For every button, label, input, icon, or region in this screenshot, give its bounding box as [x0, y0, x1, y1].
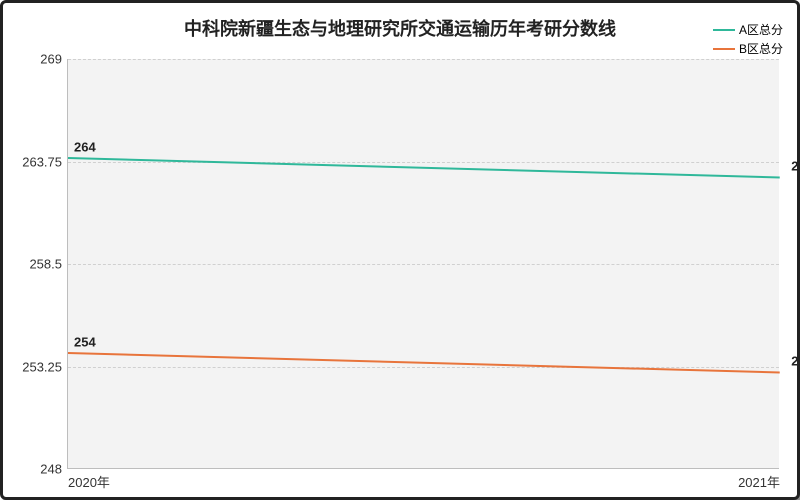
- y-tick-label: 269: [40, 52, 62, 67]
- series-line: [68, 352, 780, 374]
- legend-swatch-a: [713, 29, 735, 31]
- plot-area: 248253.25258.5263.752692020年2021年2642632…: [67, 59, 779, 469]
- legend-label-b: B区总分: [739, 40, 783, 57]
- series-line: [68, 157, 780, 179]
- chart-title: 中科院新疆生态与地理研究所交通运输历年考研分数线: [3, 15, 797, 41]
- data-label: 263: [791, 159, 800, 174]
- data-label: 253: [791, 354, 800, 369]
- y-tick-label: 258.5: [29, 257, 62, 272]
- legend-item-a: A区总分: [713, 21, 783, 38]
- y-tick-label: 253.25: [22, 359, 62, 374]
- gridline: [68, 264, 779, 265]
- gridline: [68, 59, 779, 60]
- gridline: [68, 367, 779, 368]
- legend-item-b: B区总分: [713, 40, 783, 57]
- legend-label-a: A区总分: [739, 21, 783, 38]
- x-tick-label: 2021年: [738, 472, 780, 491]
- x-tick-label: 2020年: [68, 472, 110, 491]
- data-label: 254: [74, 334, 96, 349]
- y-tick-label: 263.75: [22, 154, 62, 169]
- legend: A区总分 B区总分: [713, 21, 783, 59]
- chart-container: 中科院新疆生态与地理研究所交通运输历年考研分数线 A区总分 B区总分 24825…: [0, 0, 800, 500]
- data-label: 264: [74, 139, 96, 154]
- y-tick-label: 248: [40, 462, 62, 477]
- legend-swatch-b: [713, 48, 735, 50]
